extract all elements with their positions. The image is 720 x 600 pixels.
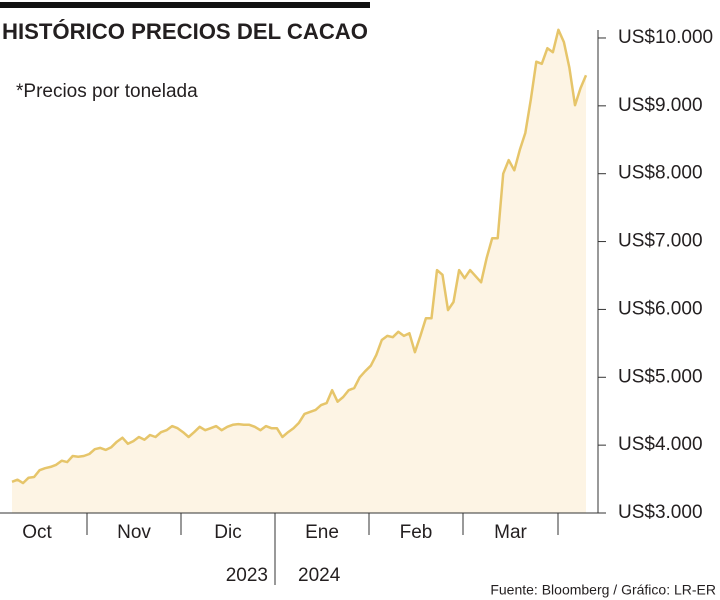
y-tick-label: US$4.000 <box>618 434 703 455</box>
year-label: 2024 <box>298 565 341 586</box>
x-tick-label: Ene <box>305 522 339 543</box>
y-tick-label: US$10.000 <box>618 27 713 48</box>
chart-title: HISTÓRICO PRECIOS DEL CACAO <box>2 19 368 44</box>
y-tick-label: US$8.000 <box>618 163 703 184</box>
source: Fuente: Bloomberg / Gráfico: LR-ER <box>490 582 716 598</box>
x-tick-label: Dic <box>214 522 241 543</box>
y-tick-label: US$7.000 <box>618 231 703 252</box>
x-tick-label: Feb <box>400 522 433 543</box>
x-tick-label: Nov <box>117 522 151 543</box>
y-tick-label: US$5.000 <box>618 366 703 387</box>
price-line <box>11 28 588 485</box>
title-bar <box>0 2 370 8</box>
x-tick-label: Oct <box>22 522 52 543</box>
y-tick-label: US$9.000 <box>618 95 703 116</box>
area-fill <box>12 29 586 514</box>
year-label: 2023 <box>226 565 268 586</box>
y-tick-label: US$6.000 <box>618 298 703 319</box>
x-tick-label: Mar <box>494 522 527 543</box>
subtitle: *Precios por tonelada <box>16 81 198 102</box>
y-tick-label: US$3.000 <box>618 502 703 523</box>
